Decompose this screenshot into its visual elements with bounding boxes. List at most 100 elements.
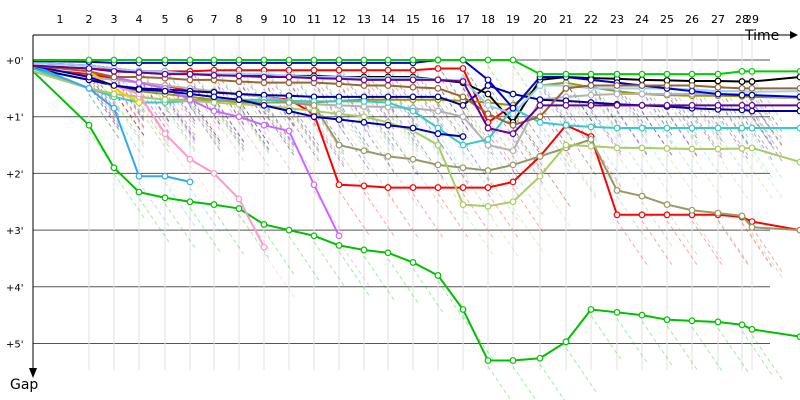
data-point bbox=[260, 79, 268, 87]
data-point bbox=[509, 198, 517, 206]
guide-line bbox=[741, 77, 773, 122]
data-point bbox=[409, 107, 417, 115]
guide-line bbox=[666, 79, 698, 125]
guide-line bbox=[288, 136, 320, 182]
data-point bbox=[748, 84, 756, 92]
data-point bbox=[587, 70, 595, 78]
guide-line bbox=[88, 77, 120, 122]
guide-line bbox=[666, 100, 698, 146]
guide-line bbox=[717, 220, 749, 266]
guide-line bbox=[691, 220, 723, 266]
guide-line bbox=[412, 68, 444, 114]
guide-line bbox=[138, 102, 170, 148]
x-tick-label: 21 bbox=[559, 13, 573, 26]
guide-line bbox=[437, 85, 469, 131]
data-point bbox=[459, 201, 467, 208]
x-tick-label: 17 bbox=[456, 13, 470, 26]
guide-line bbox=[313, 116, 345, 162]
guide-line bbox=[437, 116, 469, 162]
guide-line bbox=[437, 94, 469, 139]
guide-line bbox=[88, 94, 120, 139]
guide-line bbox=[189, 187, 221, 233]
guide-line bbox=[437, 85, 469, 131]
guide-line bbox=[741, 330, 773, 376]
guide-line bbox=[313, 102, 345, 148]
guide-line bbox=[189, 79, 221, 125]
guide-line bbox=[539, 363, 565, 400]
guide-line bbox=[164, 68, 196, 114]
guide-line bbox=[487, 133, 519, 179]
guide-line bbox=[590, 83, 622, 129]
data-point bbox=[738, 84, 746, 92]
data-point bbox=[459, 78, 467, 85]
x-axis-title: Time bbox=[744, 28, 779, 44]
guide-line bbox=[512, 111, 544, 156]
data-point bbox=[459, 184, 467, 191]
data-point bbox=[587, 91, 595, 99]
guide-line bbox=[462, 173, 494, 219]
guide-line bbox=[539, 82, 571, 128]
data-point bbox=[796, 158, 800, 166]
guide-line bbox=[590, 100, 622, 146]
data-point bbox=[135, 188, 143, 196]
guide-line bbox=[113, 74, 145, 119]
data-point bbox=[409, 76, 417, 84]
guide-line bbox=[616, 133, 648, 179]
data-point bbox=[235, 205, 243, 212]
guide-line bbox=[213, 98, 245, 143]
x-tick-label: 4 bbox=[136, 13, 143, 26]
guide-line bbox=[512, 207, 544, 253]
data-point bbox=[688, 206, 696, 214]
data-point bbox=[536, 82, 544, 89]
guide-line bbox=[741, 99, 773, 145]
data-point bbox=[310, 107, 318, 115]
data-point bbox=[310, 181, 318, 189]
data-point bbox=[587, 76, 595, 84]
guide-line bbox=[641, 201, 673, 247]
data-point bbox=[285, 127, 293, 135]
data-point bbox=[714, 90, 722, 98]
data-point bbox=[210, 107, 218, 115]
data-point bbox=[310, 113, 318, 121]
data-point bbox=[186, 155, 194, 163]
data-point bbox=[663, 201, 671, 208]
x-tick-label: 26 bbox=[685, 13, 699, 26]
guide-line bbox=[138, 108, 170, 153]
data-point bbox=[509, 161, 517, 169]
data-point bbox=[688, 145, 696, 153]
data-point bbox=[360, 56, 368, 64]
guide-line bbox=[437, 74, 469, 119]
guide-line bbox=[138, 181, 170, 227]
data-point bbox=[409, 56, 417, 64]
data-point bbox=[484, 101, 492, 109]
data-point bbox=[688, 87, 696, 95]
guide-line bbox=[363, 105, 395, 150]
data-point bbox=[714, 83, 722, 91]
x-tick-label: 7 bbox=[211, 13, 218, 26]
guide-line bbox=[313, 190, 345, 236]
data-point bbox=[663, 101, 671, 109]
guide-line bbox=[387, 130, 419, 176]
data-point bbox=[484, 202, 492, 210]
data-point bbox=[384, 56, 392, 64]
data-point bbox=[484, 110, 492, 118]
data-point bbox=[613, 90, 621, 98]
y-tick-label: +4' bbox=[6, 283, 24, 294]
data-point bbox=[738, 212, 746, 220]
data-point bbox=[536, 70, 544, 78]
guide-line bbox=[487, 212, 519, 257]
guide-line bbox=[387, 128, 419, 173]
data-point bbox=[186, 178, 194, 186]
guide-line bbox=[113, 75, 145, 121]
guide-line bbox=[565, 347, 597, 393]
guide-line bbox=[338, 102, 370, 148]
guide-line bbox=[691, 215, 723, 261]
guide-line bbox=[437, 281, 469, 326]
data-point bbox=[135, 79, 143, 87]
data-point bbox=[335, 97, 343, 105]
x-tick-label: 16 bbox=[431, 13, 445, 26]
guide-line bbox=[462, 122, 494, 167]
guide-line bbox=[717, 154, 749, 200]
data-point bbox=[186, 198, 194, 206]
data-point bbox=[260, 121, 268, 129]
